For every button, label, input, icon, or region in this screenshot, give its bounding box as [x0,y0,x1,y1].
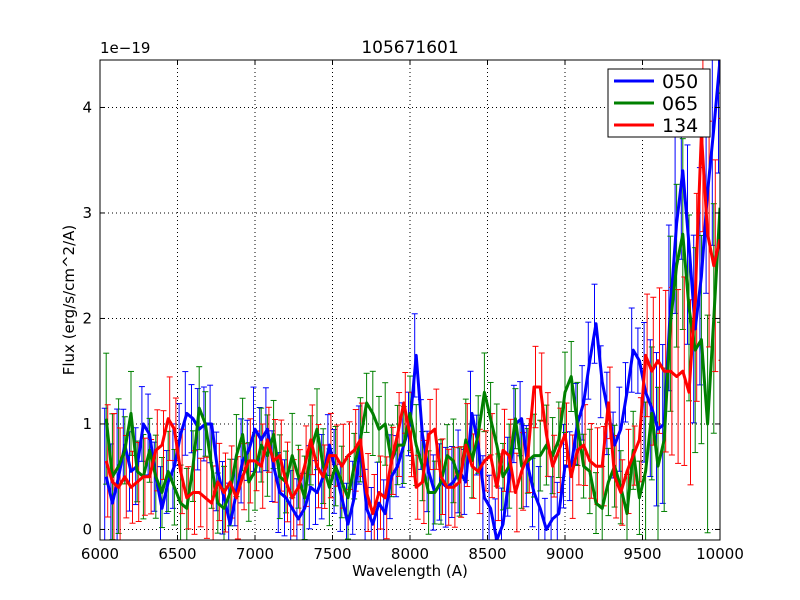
x-tick-label: 7500 [313,545,351,563]
x-tick-label: 6500 [158,545,196,563]
y-tick-label: 2 [82,309,92,327]
y-offset-label: 1e−19 [100,39,150,57]
x-tick-label: 10000 [696,545,744,563]
legend-label-065: 065 [662,93,698,115]
y-tick-label: 3 [82,204,92,222]
y-tick-label: 0 [82,520,92,538]
x-tick-label: 7000 [236,545,274,563]
legend-label-050: 050 [662,71,698,93]
x-tick-label: 8000 [391,545,429,563]
ticks [99,60,721,540]
y-axis-label: Flux (erg/s/cm^2/A) [60,225,78,376]
chart-title: 105671601 [361,38,458,58]
x-tick-label: 8500 [468,545,506,563]
series-line-134 [104,132,720,516]
series-lines [104,60,720,540]
series-line-050 [104,60,720,540]
y-tick-label: 4 [82,98,92,116]
x-tick-label: 9500 [623,545,661,563]
y-tick-labels: 0 1 2 3 4 [82,98,92,538]
x-tick-label: 9000 [546,545,584,563]
series-line-065 [104,207,720,516]
x-tick-labels: 6000 6500 7000 7500 8000 8500 9000 9500 10000 [81,545,744,563]
x-tick-label: 6000 [81,545,119,563]
y-tick-label: 1 [82,415,92,433]
x-axis-label: Wavelength (A) [352,562,468,580]
legend-label-134: 134 [662,115,698,137]
